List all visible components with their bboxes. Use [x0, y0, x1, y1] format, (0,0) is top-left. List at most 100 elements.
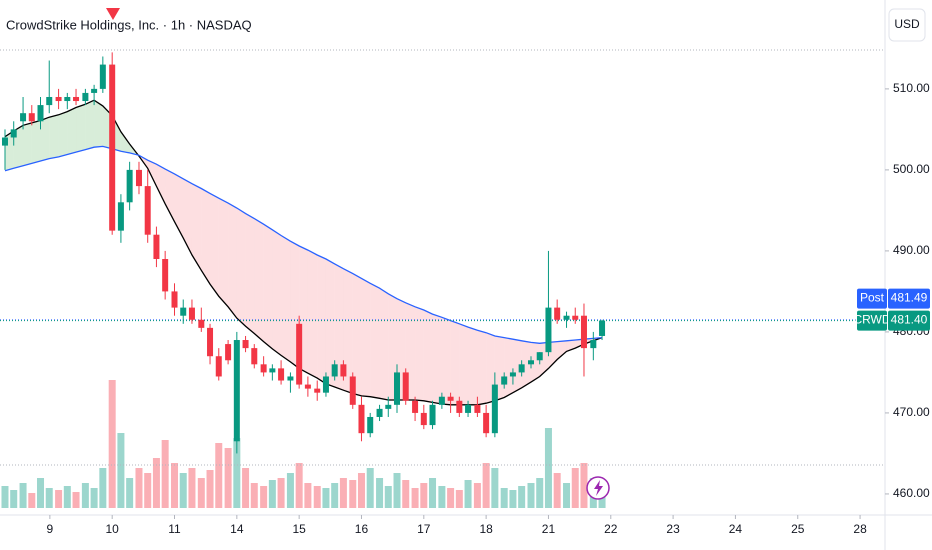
ma-fill — [441, 317, 451, 405]
x-tick-label: 28 — [853, 522, 867, 536]
volume-bar — [19, 483, 27, 508]
ma-fill — [557, 340, 567, 360]
volume-bar — [518, 486, 526, 508]
volume-bar — [135, 468, 143, 508]
ma-fill — [85, 100, 95, 150]
currency-button[interactable] — [888, 8, 926, 42]
volume-bar — [482, 463, 490, 508]
candle-body — [46, 96, 53, 106]
moving-average-line — [4, 145, 603, 344]
plot-area — [0, 52, 885, 508]
volume-bar — [37, 478, 45, 508]
ma-fill — [521, 340, 531, 388]
volume-bar — [179, 473, 187, 508]
candle-body — [474, 404, 481, 413]
volume-bar — [527, 483, 535, 508]
volume-bar — [509, 490, 517, 508]
volume-bar — [357, 473, 365, 508]
volume-bar — [224, 448, 232, 508]
ma-fill — [165, 169, 175, 222]
ma-fill — [94, 100, 103, 148]
volume-bar — [420, 483, 428, 508]
volume-bar — [402, 480, 410, 508]
candle-body — [10, 129, 17, 138]
ma-fill — [40, 117, 50, 161]
ma-fill — [432, 314, 442, 405]
ma-fill — [361, 278, 371, 397]
volume-bar — [277, 478, 285, 508]
candle-body — [251, 348, 258, 365]
ma-fill — [504, 337, 513, 398]
candle-body — [117, 202, 124, 231]
candle-body — [438, 396, 445, 405]
candle-body — [135, 169, 142, 187]
candle-body — [260, 364, 267, 373]
candle-body — [331, 364, 338, 377]
candle-body — [349, 376, 356, 405]
candle-body — [456, 400, 463, 413]
volume-bar — [447, 488, 455, 508]
x-tick-label: 17 — [417, 522, 431, 536]
candle-body — [188, 307, 195, 320]
volume-bar — [464, 480, 472, 508]
price-tag-value-box — [888, 288, 930, 309]
candle-body — [225, 344, 232, 361]
volume-bar — [349, 480, 357, 508]
volume-bar — [544, 428, 552, 508]
y-tick-label: 490.00 — [893, 243, 930, 257]
y-tick-label: 510.00 — [893, 81, 930, 95]
candle-body — [545, 307, 552, 353]
candle-body — [215, 356, 222, 377]
price-tag-value-box — [888, 310, 930, 331]
ma-fill — [236, 207, 246, 327]
candle-body — [376, 408, 383, 417]
candle-body — [73, 96, 80, 102]
ma-fill — [120, 131, 130, 153]
candle-body — [322, 376, 329, 393]
candle-body — [590, 340, 597, 349]
candle-body — [563, 315, 570, 320]
volume-bar — [188, 468, 196, 508]
candle-body — [580, 315, 587, 349]
event-icon-bolt — [594, 480, 603, 496]
price-tag-box — [857, 288, 887, 309]
x-tick-label: 9 — [47, 522, 54, 536]
candle-body — [269, 368, 276, 373]
ma-fill — [245, 213, 255, 334]
volume-bar — [429, 478, 437, 508]
x-tick-label: 10 — [106, 522, 120, 536]
candle-body — [20, 113, 27, 122]
candle-body — [412, 400, 419, 413]
candle-body — [501, 376, 508, 385]
candle-body — [358, 404, 365, 434]
volume-bar — [268, 480, 276, 508]
candle-body — [207, 327, 214, 357]
price-tag-box — [857, 310, 887, 331]
ma-fill — [254, 218, 264, 342]
ma-fill — [49, 114, 59, 159]
ma-fill — [468, 327, 478, 405]
volume-bar — [99, 468, 107, 508]
ma-fill — [325, 259, 335, 388]
candle-body — [287, 376, 294, 381]
y-tick-label: 460.00 — [893, 486, 930, 500]
currency-label[interactable]: USD — [894, 17, 920, 31]
candle-body — [465, 404, 472, 413]
y-tick-label: 500.00 — [893, 162, 930, 176]
volume-bar — [473, 483, 481, 508]
candle-body — [402, 372, 409, 401]
candle-body — [278, 368, 285, 381]
ma-fill — [210, 193, 219, 297]
candle-body — [447, 396, 454, 401]
x-tick-label: 15 — [292, 522, 306, 536]
candle-body — [420, 412, 427, 426]
ma-fill — [334, 263, 344, 391]
volume-bar — [384, 486, 392, 508]
volume-bar — [411, 488, 419, 508]
volume-bar — [81, 483, 89, 508]
candle-body — [528, 360, 534, 365]
candle-body — [509, 372, 516, 377]
volume-bar — [206, 470, 214, 508]
candle-body — [296, 323, 303, 385]
